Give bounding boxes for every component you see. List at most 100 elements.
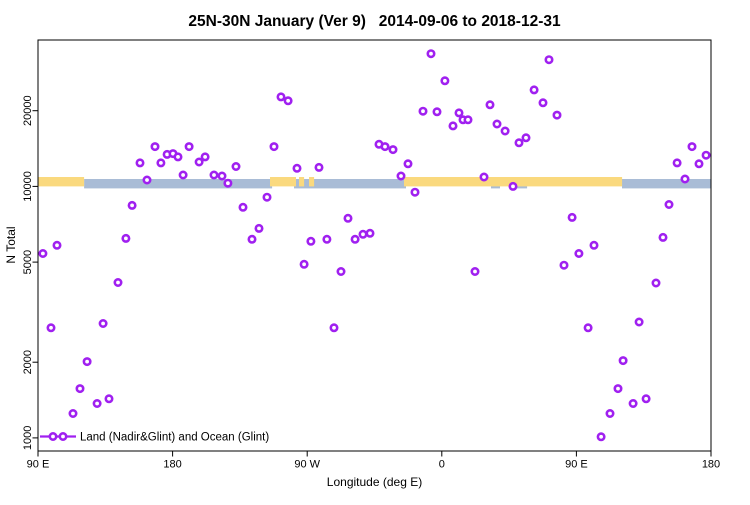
land-band-segment [38, 177, 85, 187]
data-point [605, 408, 615, 418]
data-point [500, 126, 510, 136]
data-point [98, 318, 108, 328]
data-point [178, 170, 188, 180]
data-point [68, 408, 78, 418]
data-point [113, 277, 123, 287]
ocean-band-segment [294, 179, 406, 189]
data-point [658, 232, 668, 242]
data-point [343, 213, 353, 223]
y-tick-label: 20000 [22, 95, 34, 126]
data-point [142, 175, 152, 185]
data-point [641, 394, 651, 404]
data-point [521, 133, 531, 143]
data-point [209, 170, 219, 180]
x-tick-label: 180 [163, 459, 181, 471]
x-tick-label: 90 E [27, 459, 50, 471]
data-point [410, 187, 420, 197]
data-point [559, 260, 569, 270]
data-point [247, 234, 257, 244]
land-band [38, 177, 623, 187]
x-tick-label: 90 E [565, 459, 588, 471]
data-point [479, 172, 489, 182]
axes: 90 E 180 90 W 0 90 E 180 1000 2000 5000 10000 2000… [22, 39, 720, 471]
data-point [200, 152, 210, 162]
legend-label: Land (Nadir&Glint) and Ocean (Glint) [80, 432, 269, 444]
data-point [403, 159, 413, 169]
data-point [82, 357, 92, 367]
x-tick-label: 0 [439, 459, 445, 471]
y-axis-label: N Total [4, 226, 18, 263]
data-point [276, 92, 286, 102]
x-tick-label: 90 W [294, 459, 320, 471]
data-point [92, 398, 102, 408]
data-point [104, 394, 114, 404]
data-point [628, 398, 638, 408]
data-point [508, 181, 518, 191]
data-point [567, 212, 577, 222]
ocean-band-segment [84, 179, 273, 189]
data-point [231, 162, 241, 172]
data-point [283, 96, 293, 106]
data-point [574, 249, 584, 259]
data-point [217, 171, 227, 181]
y-tick-label: 10000 [22, 171, 34, 202]
data-point [127, 200, 137, 210]
data-point [448, 121, 458, 131]
land-band-segment [404, 177, 623, 187]
land-band-segment [299, 177, 305, 187]
data-point [150, 142, 160, 152]
data-point [52, 240, 62, 250]
y-tick-label: 1000 [22, 426, 34, 450]
data-point [634, 317, 644, 327]
data-point [701, 150, 711, 160]
data-point [314, 162, 324, 172]
data-point [184, 142, 194, 152]
data-point [426, 49, 436, 59]
data-point [680, 174, 690, 184]
data-point [529, 85, 539, 95]
data-point [440, 76, 450, 86]
y-tick-label: 2000 [22, 350, 34, 374]
legend-marker-icon [58, 431, 68, 441]
data-point [492, 119, 502, 129]
data-point [173, 152, 183, 162]
legend: Land (Nadir&Glint) and Ocean (Glint) [40, 432, 269, 444]
chart-title: 25N-30N January (Ver 9) 2014-09-06 to 20… [188, 13, 561, 30]
data-point [388, 145, 398, 155]
land-band-segment [309, 177, 315, 187]
data-point [432, 107, 442, 117]
land-band-segment [270, 177, 296, 187]
legend-marker-icon [48, 431, 58, 441]
data-point [292, 163, 302, 173]
data-point [223, 178, 233, 188]
data-point [538, 98, 548, 108]
data-point [596, 432, 606, 442]
data-point [254, 223, 264, 233]
data-point [121, 233, 131, 243]
data-point [396, 171, 406, 181]
data-point [38, 249, 48, 259]
data-point [514, 138, 524, 148]
data-point [336, 266, 346, 276]
data-point [322, 234, 332, 244]
data-point [687, 142, 697, 152]
y-tick-label: 5000 [22, 250, 34, 274]
data-point [350, 234, 360, 244]
data-point [358, 229, 368, 239]
data-point [651, 278, 661, 288]
data-point [262, 192, 272, 202]
x-axis-label: Longitude (deg E) [327, 475, 422, 489]
data-point [544, 55, 554, 65]
ocean-band-segment [622, 179, 711, 189]
data-point [156, 158, 166, 168]
data-point [365, 228, 375, 238]
data-point [583, 323, 593, 333]
data-point [46, 323, 56, 333]
data-point [306, 236, 316, 246]
data-point [552, 110, 562, 120]
data-point [269, 142, 279, 152]
data-point [454, 108, 464, 118]
data-point [485, 100, 495, 110]
